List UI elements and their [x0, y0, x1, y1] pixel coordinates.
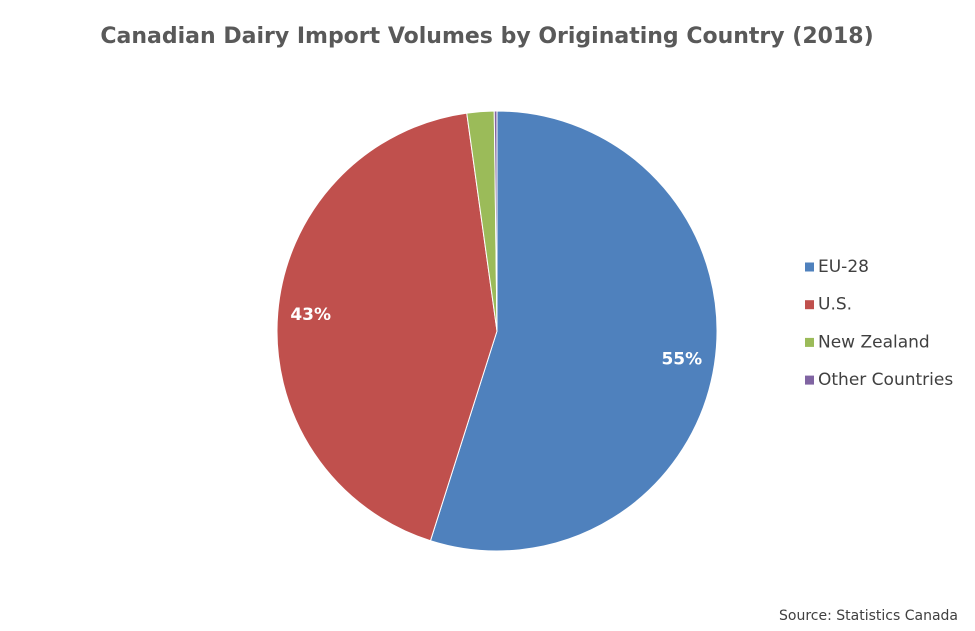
source-note: Source: Statistics Canada — [779, 608, 958, 624]
legend-label: New Zealand — [818, 332, 930, 352]
pie-slice — [276, 112, 498, 542]
legend-label: U.S. — [818, 295, 852, 315]
legend-label: EU-28 — [818, 257, 869, 277]
pie-slice — [429, 110, 718, 552]
chart-title: Canadian Dairy Import Volumes by Origina… — [100, 24, 873, 49]
legend-swatch — [805, 300, 814, 310]
legend-swatch — [805, 262, 814, 272]
pie-slice — [493, 110, 498, 332]
data-label: 43% — [290, 305, 331, 325]
data-label: 55% — [661, 350, 702, 370]
legend-swatch — [805, 337, 814, 347]
legend-swatch — [805, 375, 814, 385]
legend-label: Other Countries — [818, 370, 953, 390]
